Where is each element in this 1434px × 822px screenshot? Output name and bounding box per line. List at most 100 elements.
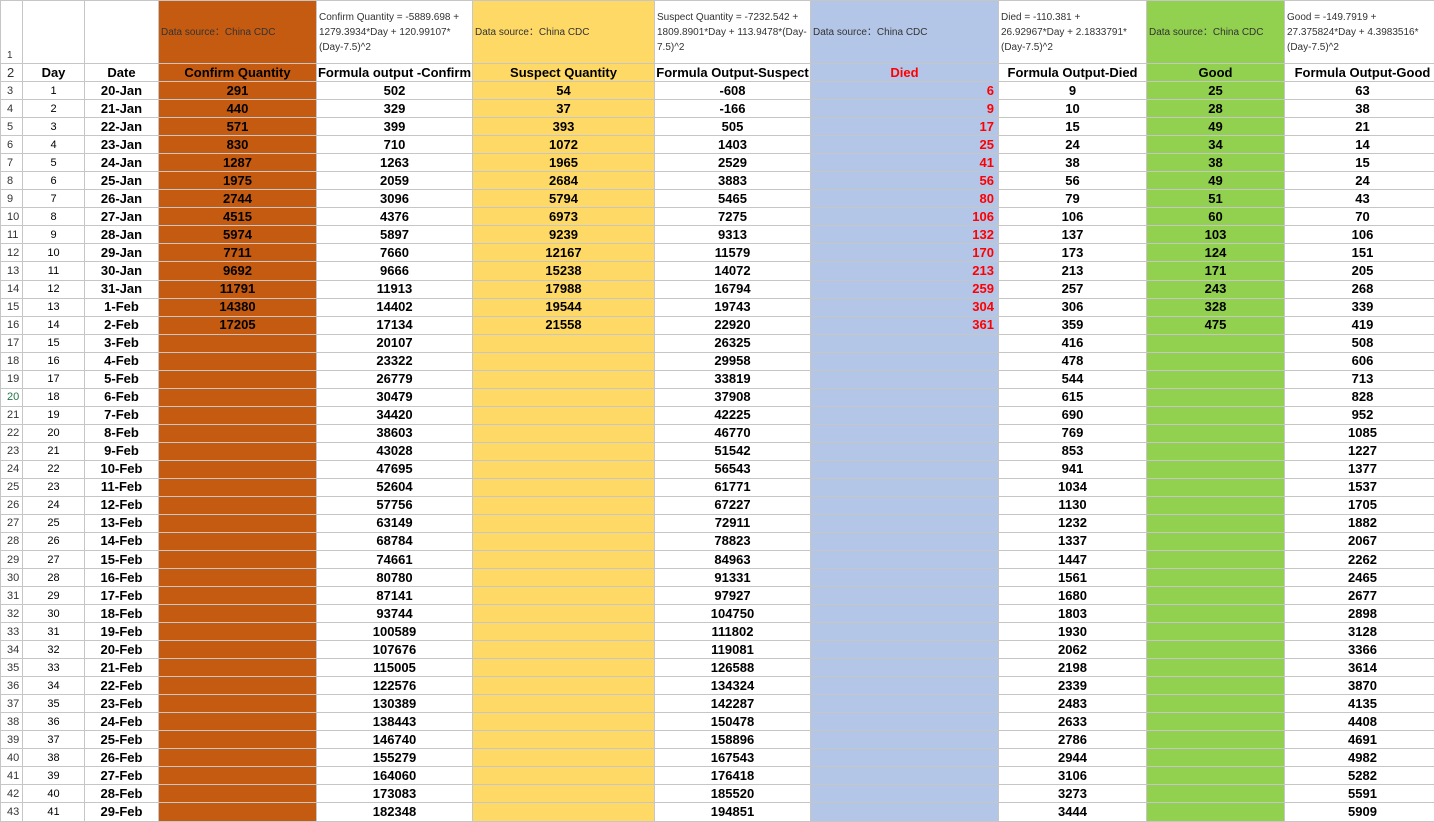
cell-formula-died[interactable]: 306 — [998, 297, 1147, 317]
cell-good[interactable] — [1146, 586, 1285, 606]
column-header-day[interactable]: Day — [22, 63, 85, 83]
cell-good[interactable] — [1146, 333, 1285, 353]
cell-formula-confirm[interactable]: 34420 — [316, 405, 473, 425]
cell-formula-suspect[interactable]: 16794 — [654, 279, 811, 299]
cell-formula-died[interactable]: 2483 — [998, 694, 1147, 714]
cell-good[interactable]: 103 — [1146, 225, 1285, 245]
cell-formula-suspect[interactable]: 51542 — [654, 441, 811, 461]
cell-formula-good[interactable]: 3128 — [1284, 622, 1434, 642]
formula-confirm-cell[interactable]: Confirm Quantity = -5889.698 + 1279.3934… — [316, 0, 473, 65]
cell-confirm[interactable] — [158, 604, 317, 624]
cell-formula-good[interactable]: 24 — [1284, 171, 1434, 191]
row-number[interactable]: 14 — [0, 279, 23, 299]
cell-died[interactable] — [810, 441, 999, 461]
cell-date[interactable]: 7-Feb — [84, 405, 159, 425]
cell-suspect[interactable]: 5794 — [472, 189, 655, 209]
cell-confirm[interactable] — [158, 459, 317, 479]
cell-good[interactable] — [1146, 495, 1285, 515]
cell-confirm[interactable]: 440 — [158, 99, 317, 119]
column-header-confirm[interactable]: Confirm Quantity — [158, 63, 317, 83]
cell-date[interactable]: 23-Jan — [84, 135, 159, 155]
cell-date[interactable]: 30-Jan — [84, 261, 159, 281]
cell-date[interactable]: 1-Feb — [84, 297, 159, 317]
row-number[interactable]: 34 — [0, 640, 23, 660]
column-header-formula-good[interactable]: Formula Output-Good — [1284, 63, 1434, 83]
cell-day[interactable]: 27 — [22, 549, 85, 570]
cell-good[interactable]: 28 — [1146, 99, 1285, 119]
cell-good[interactable] — [1146, 369, 1285, 389]
cell-day[interactable]: 16 — [22, 351, 85, 371]
cell-died[interactable] — [810, 712, 999, 732]
cell-date[interactable]: 9-Feb — [84, 441, 159, 461]
cell-formula-suspect[interactable]: 22920 — [654, 315, 811, 335]
cell-died[interactable] — [810, 568, 999, 588]
cell-confirm[interactable] — [158, 766, 317, 786]
cell-formula-confirm[interactable]: 710 — [316, 135, 473, 155]
cell-formula-suspect[interactable]: 5465 — [654, 189, 811, 209]
cell-formula-confirm[interactable]: 155279 — [316, 748, 473, 768]
cell-date[interactable]: 17-Feb — [84, 586, 159, 606]
cell-confirm[interactable] — [158, 622, 317, 642]
cell-good[interactable]: 328 — [1146, 297, 1285, 317]
cell-suspect[interactable]: 2684 — [472, 171, 655, 191]
cell-formula-confirm[interactable]: 23322 — [316, 351, 473, 371]
cell-good[interactable]: 243 — [1146, 279, 1285, 299]
cell-formula-died[interactable]: 769 — [998, 423, 1147, 443]
cell-day[interactable]: 4 — [22, 135, 85, 155]
cell-died[interactable]: 213 — [810, 261, 999, 281]
cell-formula-good[interactable]: 4135 — [1284, 694, 1434, 714]
cell-day[interactable]: 6 — [22, 171, 85, 191]
cell-suspect[interactable] — [472, 694, 655, 714]
cell-confirm[interactable] — [158, 369, 317, 389]
cell-confirm[interactable] — [158, 513, 317, 533]
cell-died[interactable]: 259 — [810, 279, 999, 299]
row-number[interactable]: 25 — [0, 477, 23, 497]
cell-formula-good[interactable]: 106 — [1284, 225, 1434, 245]
cell-died[interactable] — [810, 405, 999, 425]
cell-good[interactable] — [1146, 441, 1285, 461]
cell-day[interactable]: 26 — [22, 531, 85, 551]
cell-formula-suspect[interactable]: 126588 — [654, 658, 811, 678]
cell-formula-confirm[interactable]: 329 — [316, 99, 473, 119]
cell-formula-suspect[interactable]: 176418 — [654, 766, 811, 786]
source-good-cell[interactable]: Data source：China CDC — [1146, 0, 1285, 65]
cell-suspect[interactable]: 6973 — [472, 207, 655, 227]
cell-formula-good[interactable]: 3366 — [1284, 640, 1434, 660]
cell-good[interactable] — [1146, 622, 1285, 642]
cell-good[interactable] — [1146, 513, 1285, 533]
row-number[interactable]: 24 — [0, 459, 23, 479]
cell-died[interactable]: 41 — [810, 153, 999, 173]
cell-suspect[interactable]: 37 — [472, 99, 655, 119]
cell-formula-died[interactable]: 2786 — [998, 730, 1147, 750]
row-number[interactable]: 7 — [0, 153, 23, 173]
cell-confirm[interactable] — [158, 586, 317, 606]
cell-suspect[interactable]: 12167 — [472, 243, 655, 263]
cell-confirm[interactable]: 1975 — [158, 171, 317, 191]
cell-confirm[interactable] — [158, 694, 317, 714]
cell-formula-good[interactable]: 508 — [1284, 333, 1434, 353]
cell-formula-suspect[interactable]: 111802 — [654, 622, 811, 642]
row-number[interactable]: 27 — [0, 513, 23, 533]
cell-date[interactable]: 28-Jan — [84, 225, 159, 245]
cell-formula-died[interactable]: 1337 — [998, 531, 1147, 551]
cell-date[interactable]: 21-Jan — [84, 99, 159, 119]
cell-good[interactable]: 171 — [1146, 261, 1285, 281]
cell-formula-confirm[interactable]: 47695 — [316, 459, 473, 479]
cell-date[interactable]: 27-Feb — [84, 766, 159, 786]
cell-suspect[interactable]: 54 — [472, 81, 655, 101]
cell-day[interactable]: 23 — [22, 477, 85, 497]
cell-date[interactable]: 19-Feb — [84, 622, 159, 642]
row-number[interactable]: 13 — [0, 261, 23, 281]
column-header-good[interactable]: Good — [1146, 63, 1285, 83]
cell-formula-died[interactable]: 3444 — [998, 802, 1147, 822]
cell-date[interactable]: 21-Feb — [84, 658, 159, 678]
column-header-formula-suspect[interactable]: Formula Output-Suspect — [654, 63, 811, 83]
cell-died[interactable] — [810, 531, 999, 551]
cell-confirm[interactable]: 9692 — [158, 261, 317, 281]
column-header-formula-died[interactable]: Formula Output-Died — [998, 63, 1147, 83]
cell-confirm[interactable] — [158, 351, 317, 371]
cell-day[interactable]: 33 — [22, 658, 85, 678]
formula-good-cell[interactable]: Good = -149.7919 + 27.375824*Day + 4.398… — [1284, 0, 1434, 65]
cell-died[interactable] — [810, 622, 999, 642]
cell-formula-suspect[interactable]: 61771 — [654, 477, 811, 497]
